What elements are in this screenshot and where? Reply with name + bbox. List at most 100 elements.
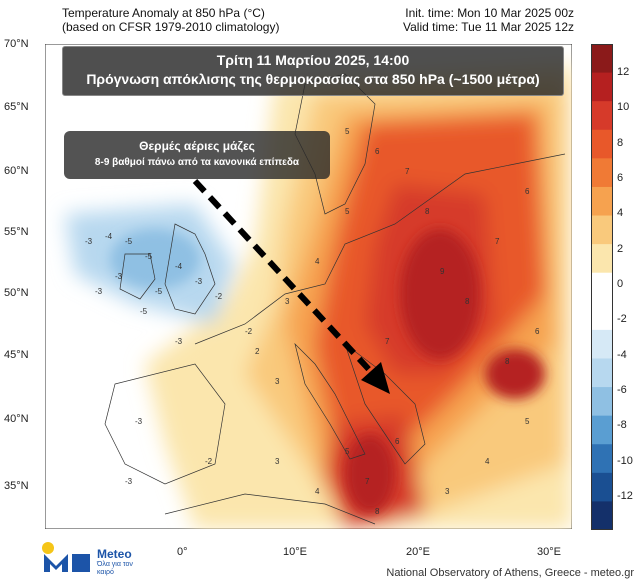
- forecast-date: Τρίτη 11 Μαρτίου 2025, 14:00: [216, 52, 410, 68]
- coastline-ireland: [119, 253, 156, 300]
- anomaly-core-south: [345, 434, 395, 514]
- colorbar-tick-label: -2: [617, 313, 627, 326]
- lat-label-35: 35°N: [4, 480, 29, 492]
- anomaly-label: 5: [345, 127, 350, 136]
- colorbar-swatch: [591, 244, 613, 274]
- colorbar-swatch: [591, 358, 613, 388]
- colorbar-tick-label: -12: [617, 490, 633, 502]
- colorbar: [591, 44, 613, 530]
- colorbar-border: [591, 44, 613, 530]
- anomaly-label: -2: [215, 292, 223, 301]
- colorbar-tick-label: 4: [617, 207, 624, 220]
- anomaly-label: 9: [440, 267, 445, 276]
- anomaly-label: 7: [365, 477, 370, 486]
- anomaly-label: 4: [315, 257, 320, 266]
- meteo-logo-icon: [42, 542, 90, 572]
- colorbar-tick-label: 6: [617, 172, 624, 184]
- trajectory-arrowhead: [361, 362, 390, 394]
- anomaly-label: -2: [205, 457, 213, 466]
- init-time: Init. time: Mon 10 Mar 2025 00z: [405, 6, 574, 20]
- anomaly-label: 7: [495, 237, 500, 246]
- anomaly-label: -3: [85, 237, 93, 246]
- coastline-continent: [194, 153, 566, 345]
- anomaly-label: 8: [465, 297, 470, 306]
- anomaly-label: -5: [155, 287, 163, 296]
- forecast-description: Πρόγνωση απόκλισης της θερμοκρασίας στα …: [86, 71, 540, 87]
- colorbar-swatch: [591, 44, 613, 74]
- anomaly-label: 5: [345, 447, 350, 456]
- chart-header-left: Temperature Anomaly at 850 hPa (°C) (bas…: [62, 6, 279, 34]
- anomaly-core-east: [485, 349, 545, 399]
- warm-air-note: Θερμές αέριες μάζες 8-9 βαθμοί πάνω από …: [64, 131, 330, 179]
- anomaly-map: -3 -4 -5 -5 -4 -3 -2 -3 -3 -5 -5 -3 -2 5…: [45, 44, 572, 529]
- coastline-balkans: [344, 343, 426, 465]
- lat-label-60: 60°N: [4, 165, 29, 177]
- anomaly-label: -3: [125, 477, 133, 486]
- anomaly-label: -2: [245, 327, 253, 336]
- anomaly-label: 3: [285, 297, 290, 306]
- colorbar-swatch: [591, 129, 613, 159]
- anomaly-label: 7: [385, 337, 390, 346]
- lat-label-50: 50°N: [4, 287, 29, 299]
- lat-label-40: 40°N: [4, 413, 29, 425]
- coastline-iberia: [104, 363, 226, 485]
- colorbar-swatch: [591, 101, 613, 131]
- anomaly-label: -4: [105, 232, 113, 241]
- anomaly-label: 4: [315, 487, 320, 496]
- colorbar-swatch: [591, 186, 613, 217]
- anomaly-label: 6: [525, 187, 530, 196]
- anomaly-core-north: [400, 229, 480, 359]
- anomaly-label: -5: [125, 237, 133, 246]
- trajectory-arrow: [192, 178, 378, 379]
- coastline-africa: [164, 493, 376, 525]
- colorbar-tick-label: -8: [617, 419, 627, 432]
- anomaly-label: -5: [140, 307, 148, 316]
- lon-label-30e: 30°E: [537, 546, 561, 558]
- logo-name: Meteo: [97, 547, 132, 561]
- anomaly-label: 8: [505, 357, 510, 366]
- colorbar-tick-label: 2: [617, 242, 624, 255]
- coastline-italy: [294, 342, 366, 460]
- colorbar-swatch: [591, 272, 613, 302]
- footer-credit: National Observatory of Athens, Greece -…: [386, 567, 634, 579]
- anomaly-label: -5: [145, 252, 153, 261]
- anomaly-label: 8: [425, 207, 430, 216]
- colorbar-tick-label: 0: [617, 278, 624, 290]
- colorbar-swatch: [591, 444, 613, 474]
- colorbar-tick-label: 8: [617, 136, 624, 149]
- colorbar-swatch: [591, 387, 613, 417]
- colorbar-swatch: [591, 72, 613, 102]
- coastline-britain: [164, 223, 216, 315]
- anomaly-label: -4: [175, 262, 183, 271]
- warm-air-detail: 8-9 βαθμοί πάνω από τα κανονικά επίπεδα: [94, 157, 300, 168]
- lat-label-55: 55°N: [4, 226, 29, 238]
- colorbar-swatch: [591, 501, 613, 530]
- anomaly-label: 6: [395, 437, 400, 446]
- colorbar-tick-label: -6: [617, 384, 627, 396]
- colorbar-swatch: [591, 301, 613, 331]
- anomaly-label: -3: [195, 277, 203, 286]
- anomaly-label: -3: [175, 337, 183, 346]
- lon-label-20e: 20°E: [406, 546, 430, 558]
- anomaly-label: 6: [375, 147, 380, 156]
- colorbar-tick-label: 10: [617, 101, 630, 114]
- anomaly-label: 4: [485, 457, 490, 466]
- header-title: Temperature Anomaly at 850 hPa (°C): [62, 6, 265, 20]
- anomaly-label: 5: [345, 207, 350, 216]
- anomaly-label: 2: [255, 347, 260, 356]
- lat-label-65: 65°N: [4, 101, 29, 113]
- anomaly-label: 6: [535, 327, 540, 336]
- lon-label-10e: 10°E: [283, 546, 307, 558]
- colorbar-tick-label: 12: [617, 66, 630, 78]
- anomaly-label: 8: [375, 507, 380, 516]
- anomaly-label: 3: [275, 377, 280, 386]
- anomaly-label: 7: [405, 167, 410, 176]
- forecast-title-box: Τρίτη 11 Μαρτίου 2025, 14:00 Πρόγνωση απ…: [62, 46, 564, 96]
- lat-label-45: 45°N: [4, 349, 29, 361]
- logo-tagline: Όλα για τον καιρό: [97, 561, 133, 576]
- colorbar-tick-label: -10: [617, 454, 633, 467]
- valid-time: Valid time: Tue 11 Mar 2025 12z: [403, 20, 574, 34]
- lon-label-0: 0°: [177, 546, 188, 558]
- colorbar-swatch: [591, 415, 613, 445]
- lat-label-70: 70°N: [4, 38, 29, 50]
